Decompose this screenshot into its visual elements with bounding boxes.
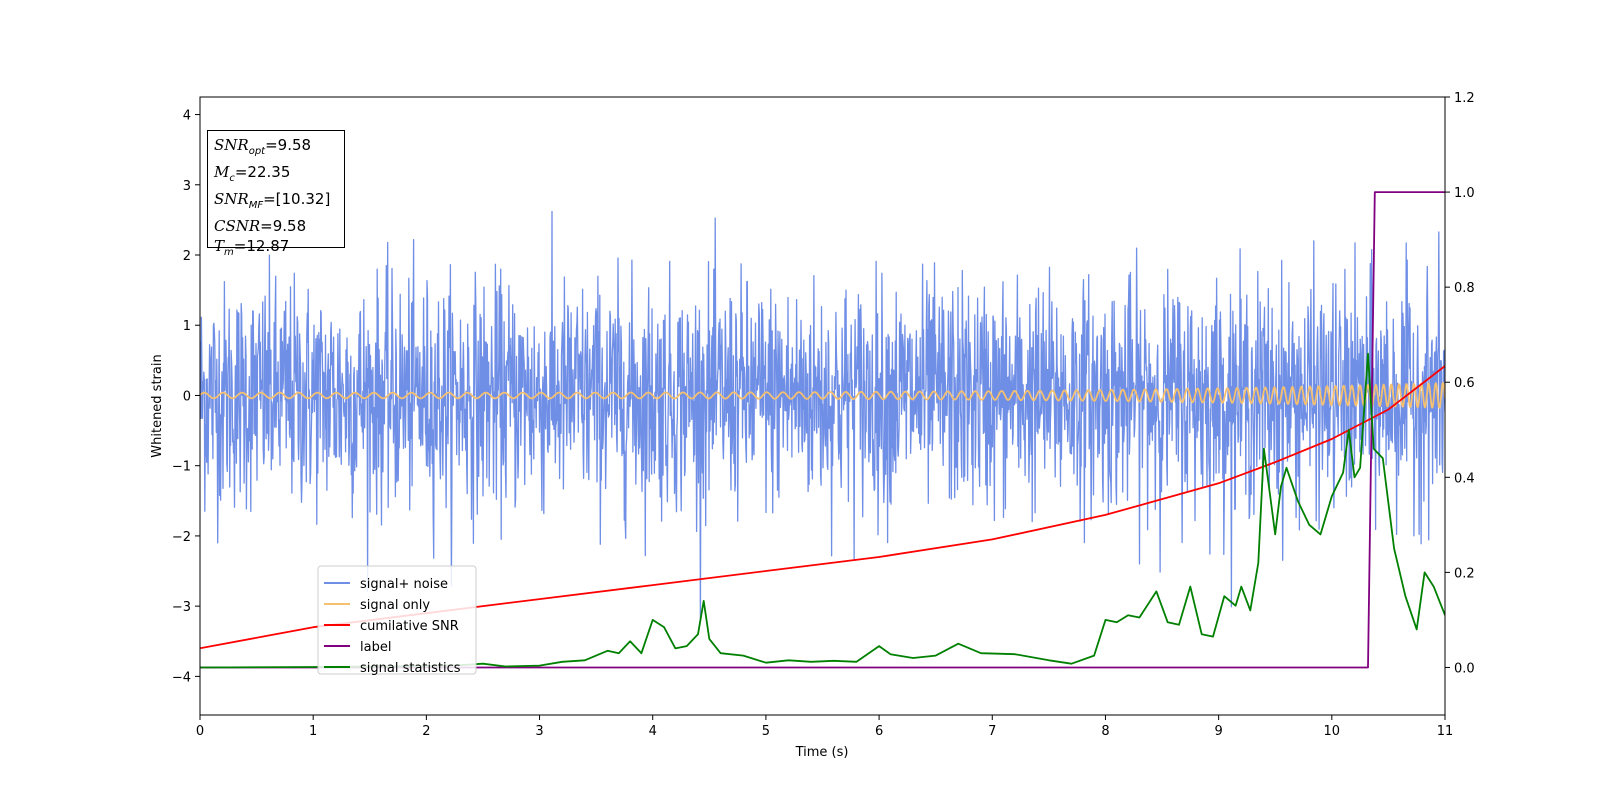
x-tick-label: 6 (875, 724, 883, 739)
y2-tick-label: 1.0 (1454, 186, 1475, 201)
x-tick-label: 7 (988, 724, 996, 739)
y-tick-label: 3 (183, 179, 191, 194)
annotation-tm: Tm=12.87 (214, 237, 290, 258)
series-signal-statistics (200, 352, 1445, 669)
x-tick-label: 11 (1437, 724, 1454, 739)
y-axis-right: 0.0 0.2 0.4 0.6 0.8 1.0 1.2 (1445, 91, 1475, 676)
annotation-mc: Mc=22.35 (214, 163, 291, 184)
x-tick-label: 0 (196, 724, 204, 739)
x-axis: 0 1 2 3 4 5 6 7 8 9 10 11 (196, 715, 1453, 739)
y2-tick-label: 0.2 (1454, 566, 1475, 581)
legend: signal+ noise signal only cumilative SNR la… (317, 565, 477, 676)
y-axis-label: Whitened strain (150, 354, 165, 457)
annotation-box: SNRopt=9.58 Mc=22.35 SNRMF=[10.32] CSNR=… (207, 130, 345, 258)
legend-frame (317, 565, 477, 675)
x-axis-label: Time (s) (795, 745, 849, 760)
y2-tick-label: 0.6 (1454, 376, 1475, 391)
x-tick-label: 1 (309, 724, 317, 739)
y2-tick-label: 1.2 (1454, 91, 1475, 106)
legend-label: signal+ noise (360, 577, 448, 592)
x-tick-label: 10 (1324, 724, 1341, 739)
y-tick-label: −2 (172, 530, 191, 545)
y-tick-label: 1 (183, 319, 191, 334)
legend-label: cumilative SNR (360, 619, 459, 634)
annotation-snr-opt: SNRopt=9.58 (214, 136, 312, 157)
legend-label: label (360, 640, 391, 655)
y-tick-label: −1 (172, 460, 191, 475)
x-tick-label: 8 (1101, 724, 1109, 739)
y2-tick-label: 0.8 (1454, 281, 1475, 296)
x-tick-label: 5 (762, 724, 770, 739)
plot-frame (199, 96, 1446, 716)
series-label (200, 191, 1445, 669)
x-tick-label: 9 (1214, 724, 1222, 739)
x-tick-label: 4 (649, 724, 657, 739)
annotation-snr-mf: SNRMF=[10.32] (214, 190, 331, 211)
y-tick-label: 0 (183, 389, 191, 404)
annotation-csnr: CSNR=9.58 (214, 217, 307, 235)
y2-tick-label: 0.0 (1454, 661, 1475, 676)
legend-label: signal only (360, 598, 430, 613)
legend-label: signal statistics (360, 661, 461, 676)
y-tick-label: 4 (183, 109, 191, 124)
y-axis-left: −4 −3 −2 −1 0 1 2 3 4 (172, 109, 200, 685)
series-signal-only (200, 382, 1445, 409)
y-tick-label: 2 (183, 249, 191, 264)
y-tick-label: −3 (172, 600, 191, 615)
x-tick-label: 3 (535, 724, 543, 739)
y-tick-label: −4 (172, 670, 191, 685)
series-signal-noise (200, 210, 1445, 623)
x-tick-label: 2 (422, 724, 430, 739)
y2-tick-label: 0.4 (1454, 471, 1475, 486)
